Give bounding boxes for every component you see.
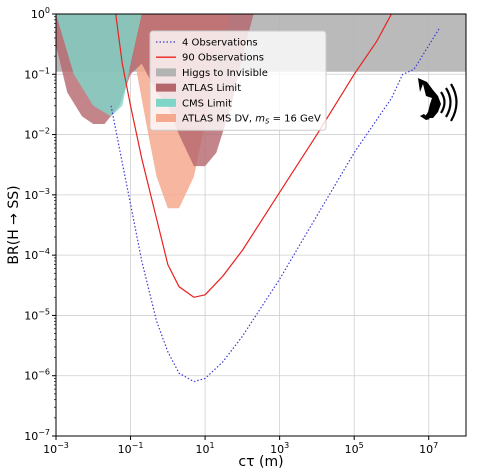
legend-label: ATLAS Limit — [182, 83, 241, 94]
region-cms-limit — [56, 14, 142, 117]
tick-base: 10 — [24, 430, 38, 443]
legend-label-part: = 16 GeV — [269, 114, 321, 125]
tick-base: 10 — [24, 370, 38, 383]
legend-swatch-patch — [156, 98, 176, 107]
legend-entry: Higgs to Invisible — [156, 68, 268, 79]
tick-exponent: −1 — [132, 441, 144, 450]
legend-label-part: ATLAS MS DV, — [182, 114, 255, 125]
plot-frame — [55, 13, 467, 437]
tick-base: 10 — [419, 443, 433, 456]
x-axis-label: cτ (m) — [238, 454, 283, 470]
jackal-head-with-waves-icon — [418, 78, 458, 122]
legend-swatch-patch — [156, 68, 176, 77]
legend-label: ATLAS MS DV, mS = 16 GeV — [182, 114, 321, 126]
tick-exponent: 7 — [433, 441, 438, 450]
y-tick-label: 10−3 — [24, 187, 50, 202]
logo-wave — [440, 91, 446, 114]
x-tick-labels: 10−3 10−1 101 103 105 107 — [43, 441, 438, 456]
legend: 4 Observations 90 Observations Higgs to In… — [149, 30, 327, 131]
tick-exponent: −6 — [38, 368, 50, 377]
x-tick-label: 105 — [345, 441, 364, 456]
tick-base: 10 — [270, 443, 284, 456]
legend-label: 4 Observations — [182, 38, 258, 49]
tick-base: 10 — [24, 249, 38, 262]
x-tick-label: 103 — [270, 441, 289, 456]
tick-base: 10 — [24, 309, 38, 322]
axis-ticks — [52, 13, 430, 440]
legend-label-part: S — [265, 118, 270, 126]
x-tick-label: 107 — [419, 441, 438, 456]
tick-exponent: −1 — [38, 66, 50, 75]
y-axis-label: BR(H → SS) — [6, 185, 22, 264]
legend-entry: ATLAS MS DV, mS = 16 GeV — [156, 114, 321, 126]
x-tick-label: 10−3 — [43, 441, 69, 456]
tick-exponent: −3 — [38, 187, 50, 196]
legend-swatch-patch — [156, 83, 176, 92]
tick-base: 10 — [31, 8, 45, 21]
tick-base: 10 — [24, 189, 38, 202]
logo-wave — [450, 83, 458, 122]
tick-base: 10 — [345, 443, 359, 456]
legend-box — [149, 30, 327, 131]
tick-base: 10 — [196, 443, 210, 456]
series-line-4-observations — [110, 27, 441, 383]
x-tick-label: 10−1 — [118, 441, 144, 456]
legend-label: 90 Observations — [182, 53, 264, 64]
tick-base: 10 — [118, 443, 132, 456]
tick-exponent: 5 — [359, 441, 364, 450]
legend-entry: 90 Observations — [156, 53, 264, 64]
logo-jackal-head — [418, 78, 441, 118]
y-tick-label: 10−7 — [24, 428, 50, 443]
tick-exponent: −7 — [38, 428, 50, 437]
y-tick-label: 10−5 — [24, 307, 50, 322]
tick-exponent: −3 — [57, 441, 69, 450]
y-tick-label: 100 — [31, 6, 50, 21]
tick-exponent: 1 — [210, 441, 215, 450]
legend-label: CMS Limit — [182, 98, 232, 109]
y-tick-label: 10−4 — [24, 247, 50, 262]
logo-jackal-snout — [420, 114, 430, 120]
y-tick-label: 10−6 — [24, 368, 50, 383]
tick-exponent: −4 — [38, 247, 50, 256]
tick-base: 10 — [24, 129, 38, 142]
x-tick-label: 101 — [196, 441, 215, 456]
y-tick-label: 10−1 — [24, 66, 50, 81]
tick-exponent: −5 — [38, 307, 50, 316]
tick-exponent: 0 — [45, 6, 50, 15]
tick-base: 10 — [24, 68, 38, 81]
logo-wave — [445, 87, 452, 118]
tick-base: 10 — [43, 443, 57, 456]
tick-exponent: −2 — [38, 127, 50, 136]
legend-entry: ATLAS Limit — [156, 83, 241, 94]
series-line-90-observations — [115, 14, 392, 298]
legend-entry: 4 Observations — [156, 38, 258, 49]
legend-swatch-patch — [156, 114, 176, 122]
legend-entry: CMS Limit — [156, 98, 232, 109]
tick-exponent: 3 — [284, 441, 289, 450]
legend-label: Higgs to Invisible — [182, 68, 268, 79]
legend-label-part: m — [255, 114, 265, 125]
series-lines — [110, 14, 441, 383]
y-tick-label: 10−2 — [24, 127, 50, 142]
